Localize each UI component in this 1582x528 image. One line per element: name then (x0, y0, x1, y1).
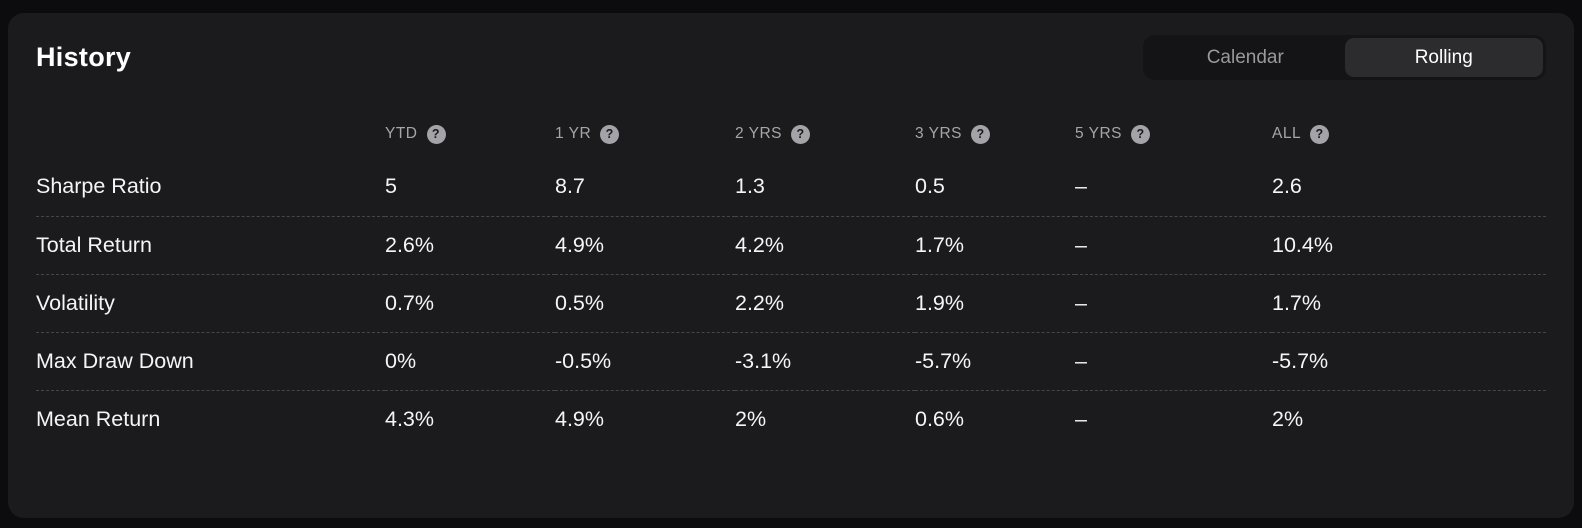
table-cell: 0.7% (385, 290, 435, 315)
column-header-5yrs: 5 YRS ? (1075, 110, 1272, 158)
table-cell: – (1075, 174, 1087, 199)
column-header-label: 2 YRS (735, 125, 783, 142)
table-cell: – (1075, 348, 1087, 373)
view-toggle: Calendar Rolling (1143, 35, 1546, 80)
help-icon[interactable]: ? (791, 124, 811, 144)
row-label: Total Return (36, 232, 152, 257)
help-icon[interactable]: ? (1310, 124, 1330, 144)
table-cell: 4.2% (735, 232, 785, 257)
help-icon[interactable]: ? (426, 124, 446, 144)
table-cell: 1.7% (915, 232, 965, 257)
table-cell: 1.7% (1272, 290, 1322, 315)
table-cell: 4.9% (555, 232, 605, 257)
table-header-row: YTD ? 1 YR ? 2 YRS ? (36, 110, 1546, 158)
column-header-2yrs: 2 YRS ? (735, 110, 915, 158)
history-table: YTD ? 1 YR ? 2 YRS ? (36, 110, 1546, 448)
table-cell: 8.7 (555, 174, 585, 199)
table-row-max-draw-down: Max Draw Down 0% -0.5% -3.1% -5.7% – -5.… (36, 332, 1546, 390)
table-cell: 2.2% (735, 290, 785, 315)
table-cell: -3.1% (735, 348, 792, 373)
table-cell: 0.5 (915, 174, 945, 199)
column-header-all: ALL ? (1272, 110, 1546, 158)
table-cell: 4.3% (385, 406, 435, 431)
table-row-total-return: Total Return 2.6% 4.9% 4.2% 1.7% – 10.4% (36, 216, 1546, 274)
column-header-label: YTD (385, 125, 418, 142)
row-label: Volatility (36, 290, 115, 315)
row-label: Max Draw Down (36, 348, 194, 373)
column-header-1yr: 1 YR ? (555, 110, 735, 158)
table-cell: 10.4% (1272, 232, 1333, 257)
table-row-mean-return: Mean Return 4.3% 4.9% 2% 0.6% – 2% (36, 390, 1546, 448)
row-label: Sharpe Ratio (36, 174, 162, 199)
table-row-volatility: Volatility 0.7% 0.5% 2.2% 1.9% – 1.7% (36, 274, 1546, 332)
column-header-label: 3 YRS (915, 125, 963, 142)
table-cell: – (1075, 290, 1087, 315)
table-cell: -5.7% (1272, 348, 1329, 373)
table-cell: 0.5% (555, 290, 605, 315)
column-header-label: ALL (1272, 125, 1302, 142)
row-label-header (36, 110, 385, 158)
table-cell: 2% (1272, 406, 1304, 431)
column-header-ytd: YTD ? (385, 110, 555, 158)
table-cell: 5 (385, 174, 397, 199)
column-header-label: 5 YRS (1075, 125, 1123, 142)
table-row-sharpe-ratio: Sharpe Ratio 5 8.7 1.3 0.5 – 2.6 (36, 158, 1546, 216)
table-cell: 4.9% (555, 406, 605, 431)
card-header: History Calendar Rolling (36, 35, 1546, 80)
table-cell: -5.7% (915, 348, 972, 373)
history-card: History Calendar Rolling YTD ? (8, 13, 1574, 518)
column-header-label: 1 YR (555, 125, 592, 142)
table-cell: 1.3 (735, 174, 765, 199)
row-label: Mean Return (36, 406, 161, 431)
table-cell: – (1075, 406, 1087, 431)
table-cell: 2.6 (1272, 174, 1302, 199)
help-icon[interactable]: ? (600, 124, 620, 144)
toggle-calendar[interactable]: Calendar (1206, 46, 1284, 68)
help-icon[interactable]: ? (1131, 124, 1151, 144)
help-icon[interactable]: ? (971, 124, 991, 144)
column-header-3yrs: 3 YRS ? (915, 110, 1075, 158)
page-title: History (36, 42, 132, 72)
table-cell: 0% (385, 348, 417, 373)
table-cell: 1.9% (915, 290, 965, 315)
table-cell: 2.6% (385, 232, 435, 257)
table-cell: 0.6% (915, 406, 965, 431)
table-cell: 2% (735, 406, 767, 431)
toggle-rolling[interactable]: Rolling (1344, 38, 1543, 77)
table-cell: – (1075, 232, 1087, 257)
table-cell: -0.5% (555, 348, 612, 373)
